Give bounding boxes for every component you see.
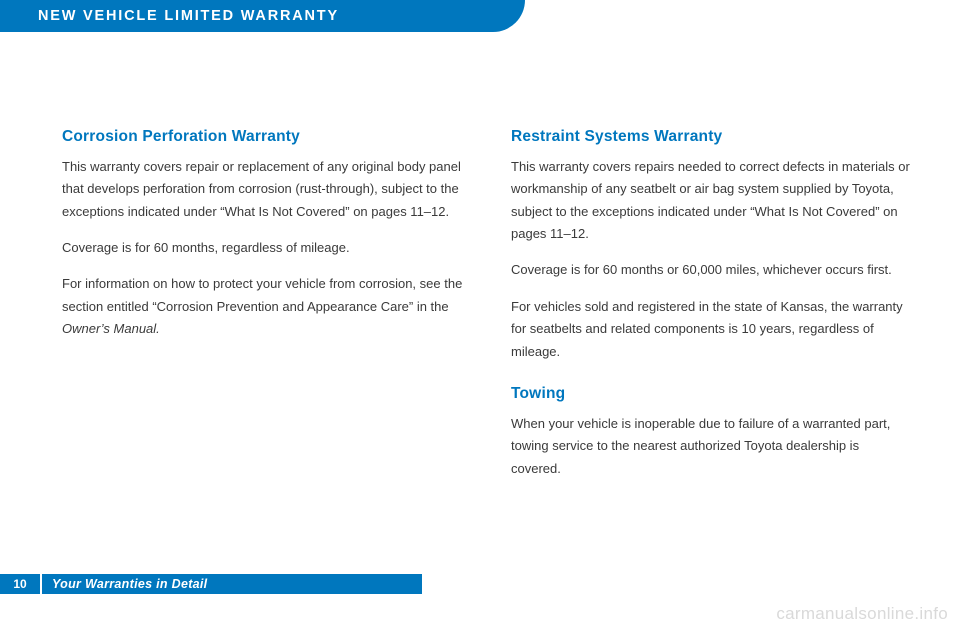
towing-p1: When your vehicle is inoperable due to f…	[511, 413, 912, 480]
footer: 10 Your Warranties in Detail	[0, 574, 422, 594]
corrosion-p3a: For information on how to protect your v…	[62, 276, 462, 313]
watermark: carmanualsonline.info	[776, 604, 948, 624]
header-title: New Vehicle Limited Warranty	[38, 8, 339, 24]
restraint-p1: This warranty covers repairs needed to c…	[511, 156, 912, 245]
footer-text: Your Warranties in Detail	[42, 574, 422, 594]
right-column: Restraint Systems Warranty This warranty…	[511, 128, 912, 494]
corrosion-p3: For information on how to protect your v…	[62, 273, 463, 340]
content-area: Corrosion Perforation Warranty This warr…	[62, 128, 912, 494]
towing-title: Towing	[511, 385, 912, 403]
corrosion-title: Corrosion Perforation Warranty	[62, 128, 463, 146]
left-column: Corrosion Perforation Warranty This warr…	[62, 128, 463, 494]
corrosion-p2: Coverage is for 60 months, regardless of…	[62, 237, 463, 259]
restraint-p3: For vehicles sold and registered in the …	[511, 296, 912, 363]
header-bar: New Vehicle Limited Warranty	[0, 0, 525, 32]
corrosion-p1: This warranty covers repair or replaceme…	[62, 156, 463, 223]
restraint-p2: Coverage is for 60 months or 60,000 mile…	[511, 259, 912, 281]
restraint-title: Restraint Systems Warranty	[511, 128, 912, 146]
corrosion-p3b: Owner’s Manual.	[62, 321, 160, 336]
page-number: 10	[0, 574, 40, 594]
